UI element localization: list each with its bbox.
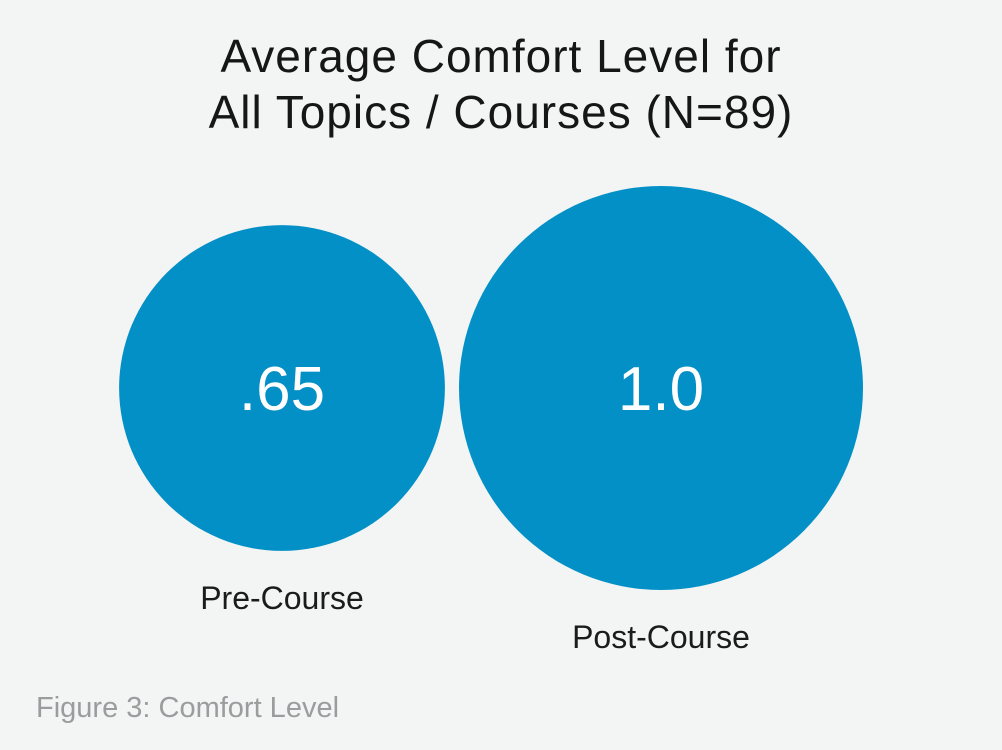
category-label-pre-course: Pre-Course — [200, 580, 364, 616]
bubble-pre-course — [119, 225, 445, 551]
value-label-pre-course: .65 — [239, 355, 325, 424]
chart-title-line-2: All Topics / Courses (N=89) — [208, 86, 794, 138]
chart-title: Average Comfort Level for All Topics / C… — [0, 28, 1002, 140]
figure-caption: Figure 3: Comfort Level — [36, 692, 340, 724]
category-label-post-course: Post-Course — [572, 619, 750, 655]
bubble-chart: .65 Pre-Course 1.0 Post-Course — [119, 186, 863, 655]
chart-title-line-1: Average Comfort Level for — [220, 30, 782, 82]
bubble-post-course — [459, 186, 863, 590]
value-label-post-course: 1.0 — [618, 355, 704, 424]
